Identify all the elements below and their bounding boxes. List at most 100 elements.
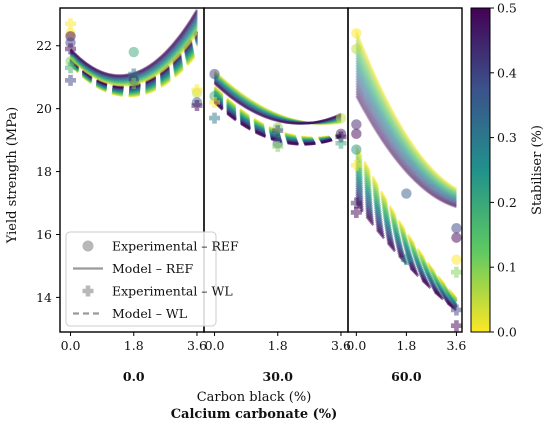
experimental-wl-point	[350, 206, 362, 218]
experimental-ref-point	[351, 27, 362, 39]
model-wl-curve	[355, 180, 458, 307]
colorbar-tick-label: 0.3	[497, 130, 517, 145]
model-ref-curve	[355, 29, 457, 190]
experimental-wl-point	[128, 77, 140, 89]
experimental-ref-point	[335, 112, 347, 124]
experimental-wl-point	[191, 84, 203, 96]
model-ref-curve	[355, 37, 457, 192]
model-ref-curve	[213, 75, 342, 124]
x-tick-label: 3.6	[187, 338, 207, 353]
x-axis-label-2: Calcium carbonate (%)	[171, 407, 338, 422]
y-axis-label: Yield strength (MPa)	[5, 107, 20, 244]
model-ref-curve	[213, 73, 342, 125]
experimental-wl-point	[350, 159, 362, 171]
model-ref-curve	[355, 77, 457, 204]
panel-2	[350, 27, 462, 336]
experimental-wl-point	[191, 100, 203, 112]
model-ref-curve	[355, 54, 457, 197]
panel-frame-2	[347, 7, 463, 333]
model-ref-curve	[213, 71, 342, 125]
model-ref-curve	[213, 82, 342, 125]
axes-text: Yield strength (MPa) Carbon black (%) Ca…	[5, 38, 466, 422]
model-ref-curve	[355, 70, 457, 201]
experimental-ref-point	[351, 43, 362, 55]
model-ref-curve	[355, 72, 457, 202]
experimental-ref-point	[351, 144, 362, 155]
model-ref-curve	[355, 95, 457, 209]
experimental-ref-point	[451, 254, 462, 265]
model-ref-curve	[213, 72, 342, 125]
experimental-ref-point	[351, 119, 362, 130]
legend-label: Experimental – WL	[112, 284, 233, 299]
model-ref-curve	[355, 52, 457, 196]
y-tick-label: 20	[36, 101, 52, 116]
experimental-ref-point	[128, 46, 139, 58]
model-ref-curve	[213, 77, 342, 125]
colorbar-gradient	[470, 7, 491, 333]
group-label: 0.0	[123, 369, 145, 384]
model-wl-curve	[355, 182, 458, 308]
model-ref-curve	[213, 79, 342, 125]
x-tick-label: 1.8	[124, 338, 144, 353]
legend-label: Model – REF	[112, 261, 193, 276]
experimental-wl-point	[65, 18, 77, 30]
experimental-ref-point	[65, 56, 76, 67]
experimental-wl-point	[65, 43, 77, 55]
model-ref-curve	[213, 80, 342, 125]
model-ref-curve	[213, 74, 342, 125]
y-tick-label: 22	[36, 38, 52, 53]
experimental-ref-point	[65, 37, 76, 48]
model-ref-curve	[213, 81, 342, 125]
group-label: 60.0	[391, 369, 422, 384]
model-wl-curve	[355, 152, 458, 301]
colorbar-tick-label: 0.0	[497, 325, 517, 340]
experimental-wl-point	[272, 140, 284, 152]
experimental-wl-point	[335, 137, 347, 149]
model-ref-curve	[213, 70, 342, 126]
experimental-wl-point	[65, 62, 77, 74]
model-ref-curve	[213, 76, 342, 125]
x-tick-label: 0.0	[346, 338, 366, 353]
model-ref-curve	[355, 67, 457, 201]
model-ref-curve	[355, 80, 457, 204]
x-tick-label: 0.0	[205, 338, 225, 353]
colorbar-label: Stabiliser (%)	[530, 125, 545, 215]
panel-0	[65, 8, 203, 336]
model-ref-curve	[213, 77, 342, 125]
model-ref-curve	[355, 44, 457, 194]
model-ref-curve	[213, 78, 342, 125]
model-ref-curve	[355, 93, 457, 208]
experimental-ref-point	[351, 128, 362, 140]
model-ref-curve	[213, 82, 342, 125]
model-wl-curve	[355, 150, 458, 300]
model-ref-curve	[355, 75, 457, 203]
legend-box	[65, 231, 217, 327]
experimental-wl-point	[65, 74, 77, 86]
legend-plus-marker	[82, 285, 94, 297]
model-ref-curve	[213, 70, 342, 125]
model-ref-curve	[355, 34, 457, 191]
model-ref-curve	[213, 81, 342, 125]
x-tick-label: 3.6	[446, 338, 466, 353]
model-ref-curve	[213, 71, 342, 125]
model-ref-curve	[213, 76, 342, 124]
model-ref-curve	[355, 49, 457, 196]
legend-circle-marker	[82, 240, 94, 252]
panels	[65, 8, 462, 336]
y-tick-label: 18	[36, 164, 52, 179]
experimental-ref-point	[451, 232, 462, 243]
model-ref-curve	[213, 74, 342, 125]
experimental-wl-point	[209, 96, 221, 108]
experimental-ref-point	[451, 222, 462, 234]
experimental-ref-point	[209, 90, 220, 102]
colorbar-tick-label: 0.1	[497, 260, 517, 275]
model-ref-curve	[213, 72, 342, 125]
experimental-wl-point	[272, 125, 284, 137]
model-ref-curve	[355, 85, 457, 206]
colorbar-tick-label: 0.2	[497, 195, 517, 210]
panel-1	[209, 68, 347, 336]
model-ref-curve	[213, 78, 342, 125]
experimental-wl-point	[209, 112, 221, 124]
experimental-wl-point	[350, 197, 362, 209]
model-ref-curve	[355, 82, 457, 205]
